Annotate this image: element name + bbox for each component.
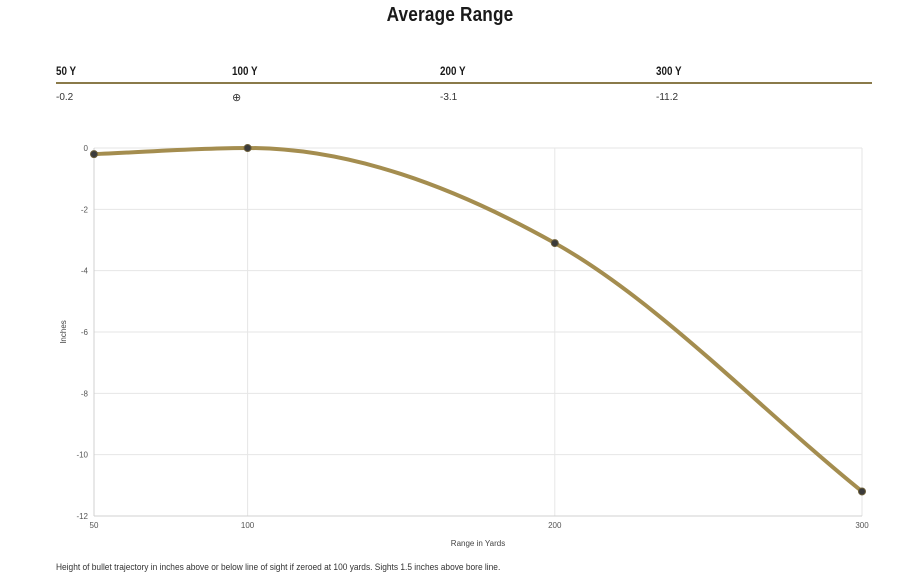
x-tick-label: 200 bbox=[548, 521, 562, 530]
footnote: Height of bullet trajectory in inches ab… bbox=[56, 562, 501, 573]
y-tick-label: -10 bbox=[76, 451, 88, 460]
data-point bbox=[858, 487, 866, 496]
x-tick-label: 50 bbox=[90, 521, 99, 530]
range-value-50: -0.2 bbox=[56, 92, 74, 103]
crosshair-icon: ⊕ bbox=[232, 92, 242, 104]
x-tick-label: 100 bbox=[241, 521, 255, 530]
range-table-row: -0.2 ⊕ -3.1 -11.2 bbox=[56, 84, 872, 108]
x-axis-title: Range in Yards bbox=[451, 539, 505, 548]
x-tick-label: 300 bbox=[855, 521, 869, 530]
y-tick-label: -2 bbox=[81, 205, 89, 214]
y-axis-title: Inches bbox=[59, 320, 68, 344]
page-title: Average Range bbox=[386, 4, 514, 26]
range-header-300: 300 Y bbox=[656, 64, 682, 78]
range-header-100: 100 Y bbox=[232, 64, 258, 78]
trajectory-line bbox=[92, 146, 864, 494]
y-tick-label: -6 bbox=[81, 328, 89, 337]
range-header-50: 50 Y bbox=[56, 64, 77, 78]
data-point bbox=[243, 144, 252, 152]
range-header-200: 200 Y bbox=[440, 64, 466, 78]
range-value-200: -3.1 bbox=[440, 92, 458, 103]
y-tick-label: -4 bbox=[81, 267, 89, 276]
data-point bbox=[550, 239, 559, 248]
range-value-300: -11.2 bbox=[656, 92, 679, 103]
y-tick-label: -12 bbox=[76, 512, 88, 521]
range-table-header: 50 Y 100 Y 200 Y 300 Y bbox=[56, 60, 872, 84]
data-point bbox=[90, 150, 98, 159]
y-tick-label: 0 bbox=[84, 144, 89, 153]
y-tick-label: -8 bbox=[81, 389, 89, 398]
range-table: 50 Y 100 Y 200 Y 300 Y -0.2 ⊕ -3.1 -11.2 bbox=[56, 60, 872, 108]
